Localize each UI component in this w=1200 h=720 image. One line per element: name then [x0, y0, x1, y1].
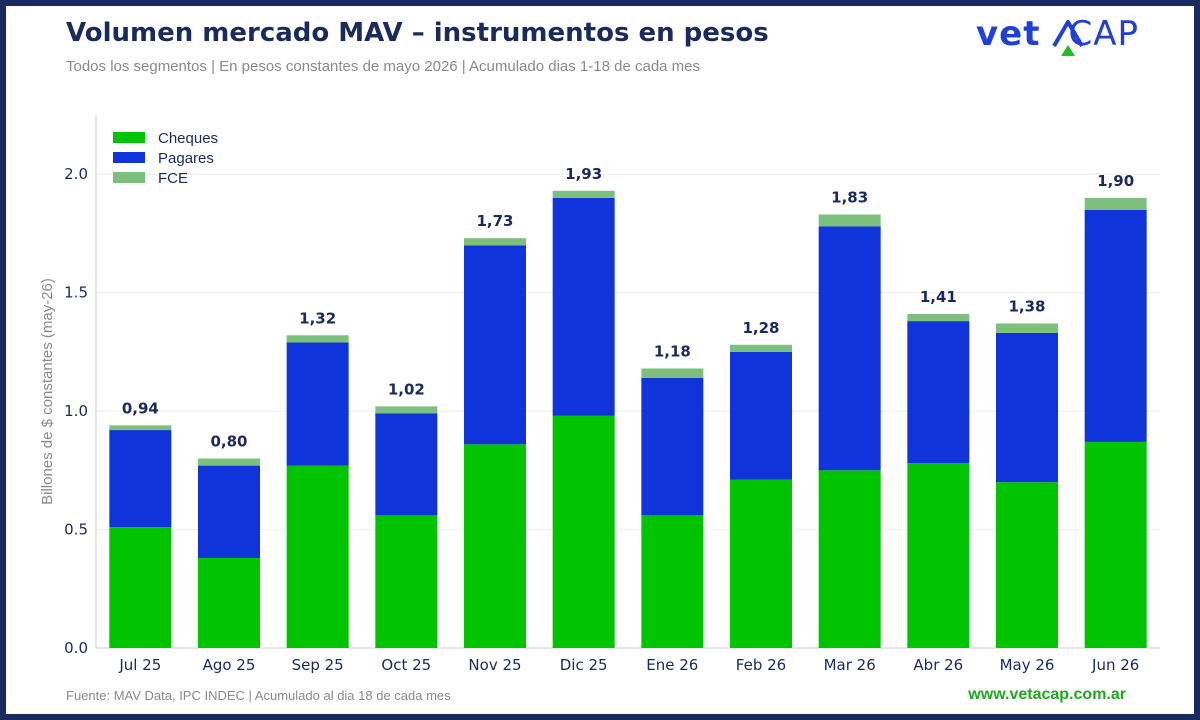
- bar-pagares-ene-26: [641, 377, 704, 516]
- x-tick-label: Jul 25: [118, 656, 161, 674]
- total-label: 1,32: [299, 309, 336, 327]
- x-tick-label: Nov 25: [468, 656, 521, 674]
- x-tick-label: Abr 26: [913, 656, 963, 674]
- x-tick-label: Oct 25: [381, 656, 431, 674]
- bar-cheques-abr-26: [907, 463, 970, 648]
- y-tick-label: 0.0: [64, 639, 88, 657]
- bar-cheques-sep-25: [286, 465, 349, 648]
- bar-fce-dic-25: [552, 190, 615, 198]
- total-label: 1,41: [920, 288, 957, 306]
- source-note: Fuente: MAV Data, IPC INDEC | Acumulado …: [66, 688, 451, 703]
- bar-pagares-may-26: [996, 332, 1058, 483]
- bar-fce-feb-26: [730, 344, 792, 352]
- bar-cheques-jun-26: [1084, 441, 1147, 648]
- bar-fce-sep-25: [286, 335, 349, 343]
- bar-cheques-ene-26: [641, 515, 704, 648]
- x-tick-label: Ene 26: [646, 656, 698, 674]
- total-label: 1,38: [1008, 297, 1045, 315]
- x-tick-label: Feb 26: [736, 656, 786, 674]
- bar-fce-jul-25: [109, 425, 172, 431]
- bar-pagares-oct-25: [375, 413, 438, 516]
- chart-title: Volumen mercado MAV – instrumentos en pe…: [66, 18, 769, 48]
- bar-fce-mar-26: [818, 214, 881, 227]
- x-tick-label: Ago 25: [203, 656, 256, 674]
- chart-subtitle: Todos los segmentos | En pesos constante…: [66, 58, 701, 75]
- legend-label-pagares: Pagares: [158, 150, 214, 167]
- bar-pagares-jul-25: [109, 430, 172, 528]
- bar-pagares-jun-26: [1084, 209, 1147, 442]
- total-label: 1,73: [476, 212, 513, 230]
- bar-cheques-mar-26: [818, 470, 881, 648]
- total-label: 1,18: [654, 342, 691, 360]
- bar-pagares-sep-25: [286, 342, 349, 466]
- bar-pagares-ago-25: [198, 465, 260, 558]
- total-label: 1,93: [565, 165, 602, 183]
- total-label: 1,83: [831, 188, 868, 206]
- website-link[interactable]: www.vetacap.com.ar: [968, 686, 1126, 703]
- legend-swatch-fce: [113, 172, 145, 183]
- logo-triangle-icon: [1061, 45, 1075, 56]
- bar-fce-jun-26: [1084, 197, 1147, 210]
- bar-pagares-mar-26: [818, 226, 881, 471]
- y-tick-label: 1.0: [64, 402, 88, 420]
- bar-fce-ene-26: [641, 368, 704, 378]
- legend-swatch-pagares: [113, 152, 145, 163]
- bar-pagares-feb-26: [730, 351, 792, 480]
- bar-fce-may-26: [996, 323, 1058, 333]
- bar-pagares-abr-26: [907, 321, 970, 464]
- bar-cheques-feb-26: [730, 479, 792, 648]
- total-label: 1,02: [388, 380, 425, 398]
- bar-pagares-nov-25: [464, 245, 526, 445]
- y-axis-label: Billones de $ constantes (may-26): [39, 278, 56, 505]
- total-label: 1,28: [742, 319, 779, 337]
- bar-fce-abr-26: [907, 313, 970, 322]
- bar-cheques-nov-25: [464, 444, 526, 648]
- logo-bold-text: vet: [976, 14, 1041, 54]
- y-tick-label: 1.5: [64, 284, 88, 302]
- x-tick-label: Sep 25: [292, 656, 344, 674]
- legend-label-cheques: Cheques: [158, 130, 218, 147]
- total-label: 1,90: [1097, 172, 1134, 190]
- bar-fce-nov-25: [464, 238, 526, 246]
- bar-cheques-ago-25: [198, 557, 260, 648]
- bar-cheques-jul-25: [109, 527, 172, 648]
- bar-cheques-oct-25: [375, 515, 438, 648]
- total-label: 0,94: [122, 399, 159, 417]
- bar-fce-oct-25: [375, 406, 438, 414]
- bar-fce-ago-25: [198, 458, 260, 466]
- bar-cheques-may-26: [996, 482, 1058, 648]
- total-label: 0,80: [210, 432, 247, 450]
- x-tick-label: Dic 25: [560, 656, 608, 674]
- x-tick-label: May 26: [1000, 656, 1055, 674]
- bar-pagares-dic-25: [552, 197, 615, 416]
- x-tick-label: Mar 26: [824, 656, 876, 674]
- bar-cheques-dic-25: [552, 415, 615, 648]
- legend-swatch-cheques: [113, 132, 145, 143]
- y-tick-label: 0.5: [64, 521, 88, 539]
- legend-label-fce: FCE: [158, 170, 188, 187]
- y-tick-label: 2.0: [64, 165, 88, 183]
- x-tick-label: Jun 26: [1091, 656, 1139, 674]
